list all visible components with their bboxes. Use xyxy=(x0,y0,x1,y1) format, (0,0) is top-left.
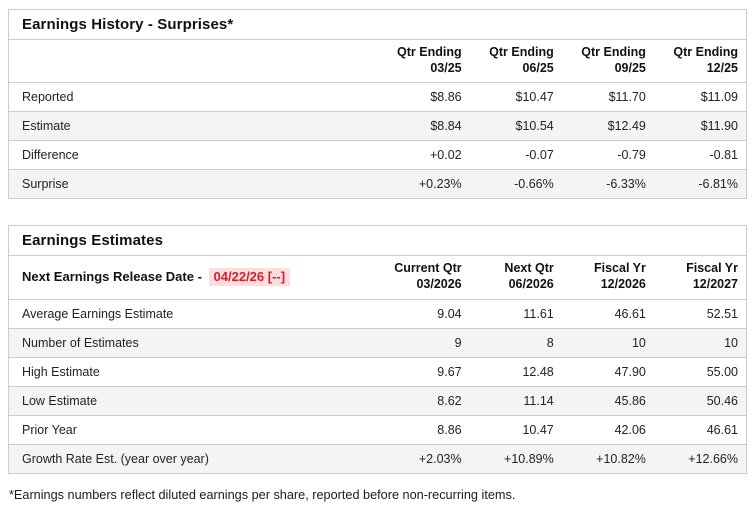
table-row-prior-year: Prior Year 8.86 10.47 42.06 46.61 xyxy=(9,415,746,444)
value-cell: $8.84 xyxy=(430,119,462,134)
value-cell-positive: +2.03% xyxy=(418,451,462,466)
earnings-history-table: Qtr Ending 03/25 Qtr Ending 06/25 Qtr En… xyxy=(9,40,746,199)
row-label: Estimate xyxy=(22,119,71,134)
next-earnings-release-date[interactable]: 04/22/26 [--] xyxy=(208,267,291,286)
earnings-history-card: Earnings History - Surprises* Qtr Ending… xyxy=(8,9,747,200)
row-label: Average Earnings Estimate xyxy=(22,306,174,321)
row-label: Surprise xyxy=(22,177,69,192)
column-header-qtr-03-25: Qtr Ending 03/25 xyxy=(377,40,470,84)
value-cell-positive: +12.66% xyxy=(688,451,738,466)
table-row-low-estimate: Low Estimate 8.62 11.14 45.86 50.46 xyxy=(9,386,746,415)
column-header-current-qtr: Current Qtr 03/2026 xyxy=(377,256,470,300)
value-cell: $10.54 xyxy=(515,119,554,134)
value-cell: 9 xyxy=(454,335,462,350)
earnings-estimates-table: Next Earnings Release Date - 04/22/26 [-… xyxy=(9,256,746,473)
value-cell: 45.86 xyxy=(614,393,646,408)
value-cell-negative: -6.33% xyxy=(606,177,646,192)
value-cell: 47.90 xyxy=(614,364,646,379)
next-earnings-release-cell: Next Earnings Release Date - 04/22/26 [-… xyxy=(9,256,378,300)
column-header-line2: 06/2026 xyxy=(508,276,554,291)
value-cell: 9.04 xyxy=(437,306,462,321)
table-row-surprise: Surprise +0.23% -0.66% -6.33% -6.81% xyxy=(9,169,746,199)
value-cell: 8 xyxy=(546,335,554,350)
value-cell: 11.61 xyxy=(523,306,554,321)
value-cell: 46.61 xyxy=(706,422,738,437)
column-header-line1: Qtr Ending xyxy=(397,45,462,59)
value-cell: $11.09 xyxy=(700,90,738,105)
value-cell: 8.86 xyxy=(437,422,462,437)
value-cell-positive: +10.89% xyxy=(504,451,554,466)
value-cell: 10.47 xyxy=(522,422,554,437)
table-row-growth-rate: Growth Rate Est. (year over year) +2.03%… xyxy=(9,444,746,473)
table-row-estimate: Estimate $8.84 $10.54 $12.49 $11.90 xyxy=(9,111,746,141)
column-header-line2: 03/25 xyxy=(430,60,462,75)
value-cell: $11.90 xyxy=(700,119,738,134)
earnings-history-header-row: Qtr Ending 03/25 Qtr Ending 06/25 Qtr En… xyxy=(9,40,746,84)
row-label: Growth Rate Est. (year over year) xyxy=(22,451,209,466)
row-label: Number of Estimates xyxy=(22,335,139,350)
table-row-difference: Difference +0.02 -0.07 -0.79 -0.81 xyxy=(9,141,746,170)
value-cell: 8.62 xyxy=(437,393,462,408)
column-header-line1: Current Qtr xyxy=(394,261,462,276)
value-cell-negative: -6.81% xyxy=(698,177,738,192)
value-cell-negative: -0.66% xyxy=(514,177,554,192)
row-label: Low Estimate xyxy=(22,393,98,408)
column-header-line1: Qtr Ending xyxy=(673,45,738,59)
column-header-line2: 12/2026 xyxy=(600,276,646,291)
column-header-next-qtr: Next Qtr 06/2026 xyxy=(469,256,562,300)
row-label: High Estimate xyxy=(22,364,100,379)
value-cell: 46.61 xyxy=(614,306,646,321)
row-label: Reported xyxy=(22,90,74,105)
column-header-line2: 03/2026 xyxy=(416,276,462,291)
column-header-line2: 06/25 xyxy=(522,60,554,75)
earnings-estimates-header-row: Next Earnings Release Date - 04/22/26 [-… xyxy=(9,256,746,300)
earnings-footnote: *Earnings numbers reflect diluted earnin… xyxy=(9,487,516,502)
value-cell: $8.86 xyxy=(430,90,462,105)
column-header-line1: Fiscal Yr xyxy=(593,261,646,276)
column-header-fiscal-yr-2027: Fiscal Yr 12/2027 xyxy=(653,256,746,300)
table-row-number-of-estimates: Number of Estimates 9 8 10 10 xyxy=(9,328,746,357)
value-cell: 9.67 xyxy=(437,364,462,379)
column-header-line2: 12/25 xyxy=(706,60,738,75)
value-cell-positive: +0.02 xyxy=(429,148,462,163)
column-header-line2: 09/25 xyxy=(614,60,646,75)
row-label: Difference xyxy=(22,148,79,163)
value-cell: 50.46 xyxy=(706,393,738,408)
column-header-line2: 12/2027 xyxy=(692,276,738,291)
column-header-line1: Fiscal Yr xyxy=(686,261,738,276)
value-cell: $12.49 xyxy=(607,119,646,134)
value-cell: 10 xyxy=(631,335,646,350)
column-header-line1: Qtr Ending xyxy=(489,45,554,59)
value-cell-positive: +10.82% xyxy=(596,451,646,466)
table-row-high-estimate: High Estimate 9.67 12.48 47.90 55.00 xyxy=(9,357,746,386)
value-cell: 10 xyxy=(724,335,738,350)
earnings-estimates-card: Earnings Estimates Next Earnings Release… xyxy=(8,225,747,474)
table-row-average-earnings-estimate: Average Earnings Estimate 9.04 11.61 46.… xyxy=(9,299,746,328)
row-label: Prior Year xyxy=(22,422,77,437)
table-row-reported: Reported $8.86 $10.47 $11.70 $11.09 xyxy=(9,83,746,112)
column-header-line1: Next Qtr xyxy=(504,261,554,276)
column-header-fiscal-yr-2026: Fiscal Yr 12/2026 xyxy=(561,256,654,300)
value-cell: 52.51 xyxy=(706,306,738,321)
value-cell-negative: -0.81 xyxy=(709,148,739,163)
column-header-qtr-12-25: Qtr Ending 12/25 xyxy=(653,40,746,84)
value-cell: 12.48 xyxy=(522,364,554,379)
value-cell: $10.47 xyxy=(515,90,554,105)
earnings-history-title: Earnings History - Surprises* xyxy=(9,10,746,40)
column-header-qtr-06-25: Qtr Ending 06/25 xyxy=(469,40,562,84)
value-cell: 55.00 xyxy=(706,364,738,379)
column-header-line1: Qtr Ending xyxy=(581,45,646,59)
earnings-estimates-title: Earnings Estimates xyxy=(9,226,746,257)
column-header-qtr-09-25: Qtr Ending 09/25 xyxy=(561,40,654,84)
next-earnings-release-label: Next Earnings Release Date - xyxy=(22,268,202,284)
value-cell: 42.06 xyxy=(614,422,646,437)
value-cell: 11.14 xyxy=(523,393,554,408)
value-cell-negative: -0.07 xyxy=(525,148,554,163)
value-cell: $11.70 xyxy=(608,90,646,105)
empty-header-cell xyxy=(9,40,378,84)
value-cell-positive: +0.23% xyxy=(418,177,462,192)
value-cell-negative: -0.79 xyxy=(617,148,646,163)
